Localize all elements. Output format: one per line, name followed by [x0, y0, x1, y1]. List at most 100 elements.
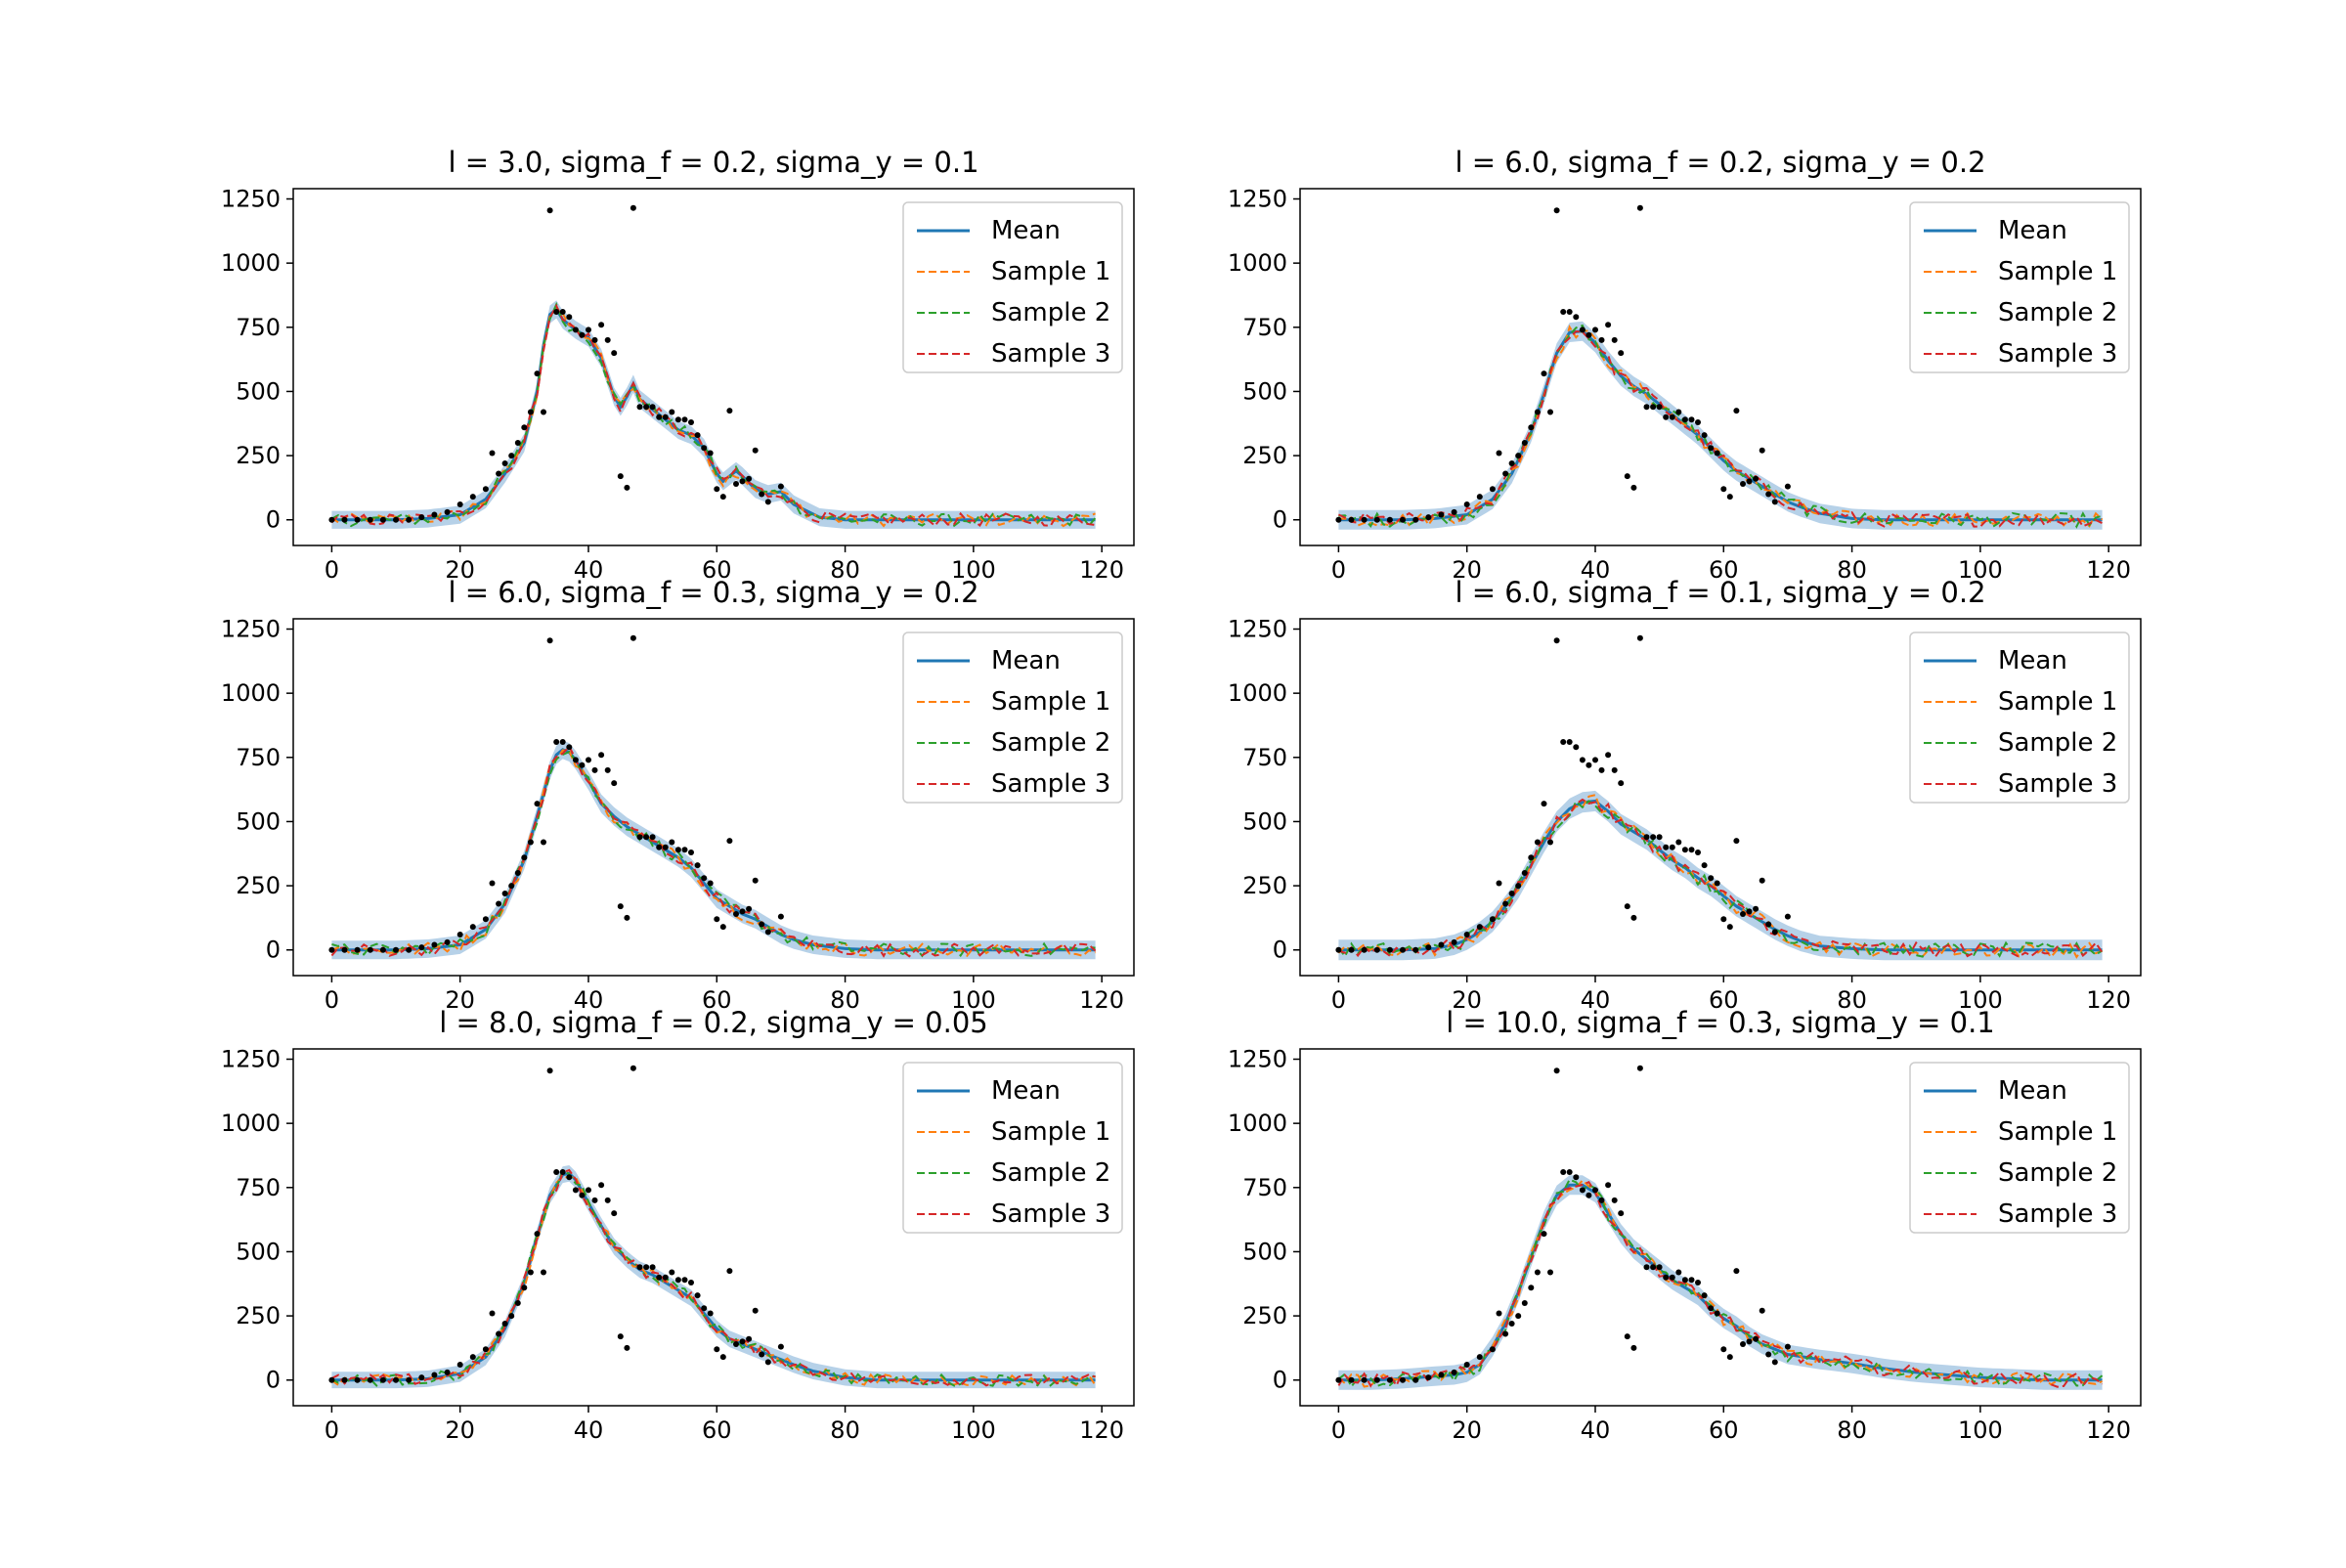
observation-point: [1695, 849, 1701, 855]
y-tick-label: 1250: [221, 1046, 281, 1073]
observation-point: [1765, 491, 1772, 498]
observation-point: [489, 880, 496, 887]
observation-point: [611, 350, 618, 357]
observation-point: [469, 494, 476, 501]
observation-point: [1598, 766, 1605, 773]
observation-point: [566, 744, 573, 751]
observation-point: [1720, 916, 1727, 923]
subplot-6: 0 20 40 60 80 100 120 0 250 500 750 1000 1250 l = 10.…: [1228, 1006, 2142, 1444]
observation-point: [701, 875, 708, 882]
y-tick-label: 250: [1242, 442, 1287, 469]
observation-point: [406, 516, 413, 523]
observation-point: [1618, 1210, 1625, 1217]
sample-2-line: [331, 750, 1096, 958]
observation-point: [598, 322, 605, 328]
legend: Mean Sample 1 Sample 2 Sample 3: [902, 201, 1123, 373]
observation-point: [1573, 744, 1580, 751]
observation-point: [1733, 838, 1740, 845]
observation-point: [482, 1346, 489, 1353]
observation-point: [643, 1264, 650, 1271]
observation-point: [534, 801, 541, 807]
legend: Mean Sample 1 Sample 2 Sample 3: [1909, 201, 2130, 373]
observation-point: [1566, 309, 1573, 315]
observation-point: [1521, 440, 1528, 446]
observation-point: [527, 1269, 534, 1276]
sample-1-line: [1338, 325, 2104, 528]
observation-point: [534, 370, 541, 377]
y-tick-label: 0: [1273, 936, 1287, 964]
observation-point: [1489, 916, 1496, 923]
observation-point: [1586, 762, 1592, 768]
observation-point: [1541, 1231, 1547, 1238]
observation-point: [379, 946, 386, 953]
observation-point: [1695, 1280, 1701, 1285]
observation-point: [1438, 941, 1445, 948]
observation-point: [1708, 445, 1715, 452]
observation-point: [707, 1310, 714, 1317]
observation-point: [1412, 946, 1419, 953]
observation-point: [598, 1182, 605, 1189]
legend-label: Sample 2: [1998, 728, 2117, 758]
observation-point: [444, 1369, 451, 1375]
observation-point: [1663, 1274, 1670, 1281]
x-tick-label: 120: [2086, 1416, 2131, 1444]
observation-point: [649, 404, 656, 411]
observation-point: [1489, 486, 1496, 493]
legend: Mean Sample 1 Sample 2 Sample 3: [902, 1062, 1123, 1234]
observation-point: [1528, 1285, 1535, 1291]
observation-point: [624, 1344, 630, 1351]
observation-point: [514, 1300, 521, 1306]
observation-point: [1373, 946, 1380, 953]
sample-1-line: [330, 308, 1096, 528]
observation-point: [501, 1321, 508, 1327]
observation-point: [546, 637, 553, 644]
x-tick-label: 60: [1709, 986, 1739, 1014]
legend-label: Mean: [991, 646, 1061, 675]
observation-point: [662, 1274, 669, 1281]
legend-label: Sample 1: [1998, 687, 2117, 717]
observation-point: [1521, 870, 1528, 876]
observation-point: [1656, 1264, 1663, 1271]
observation-point: [1669, 844, 1675, 850]
legend-label: Sample 1: [991, 1117, 1110, 1147]
observation-point: [1740, 481, 1746, 487]
observation-point: [1386, 1376, 1393, 1383]
x-tick-label: 80: [830, 556, 860, 584]
observation-point: [572, 1187, 579, 1194]
observation-point: [1573, 1174, 1580, 1181]
observation-point: [636, 404, 643, 411]
observation-point: [1425, 1374, 1432, 1381]
observation-point: [566, 1174, 573, 1181]
observation-point: [328, 1376, 335, 1383]
plot-area: [1335, 634, 2104, 961]
observation-point: [1586, 331, 1592, 338]
sample-3-line: [330, 303, 1096, 528]
observation-point: [572, 327, 579, 333]
plot-area: [328, 1065, 1097, 1389]
observation-point: [586, 327, 591, 333]
observation-point: [1502, 900, 1509, 907]
x-tick-label: 60: [702, 556, 732, 584]
observation-point: [764, 1359, 771, 1366]
observation-point: [1592, 757, 1598, 763]
sample-3-line: [1338, 798, 2104, 959]
y-tick-label: 750: [236, 744, 281, 771]
y-tick-label: 0: [1273, 506, 1287, 534]
observation-point: [586, 757, 591, 763]
observation-point: [739, 908, 746, 915]
x-tick-label: 80: [1837, 986, 1867, 1014]
observation-point: [1688, 847, 1695, 853]
observation-point: [604, 766, 611, 773]
plot-area: [1335, 1065, 2104, 1390]
observation-point: [617, 473, 624, 480]
observation-point: [1566, 739, 1573, 745]
observation-point: [681, 1277, 688, 1284]
x-tick-label: 60: [702, 986, 732, 1014]
y-tick-label: 750: [1242, 314, 1287, 341]
observation-point: [1695, 419, 1701, 425]
observation-point: [559, 739, 566, 745]
observation-point: [1560, 1169, 1567, 1175]
sample-1-line: [1337, 794, 2103, 959]
legend-label: Sample 3: [1998, 769, 2117, 799]
